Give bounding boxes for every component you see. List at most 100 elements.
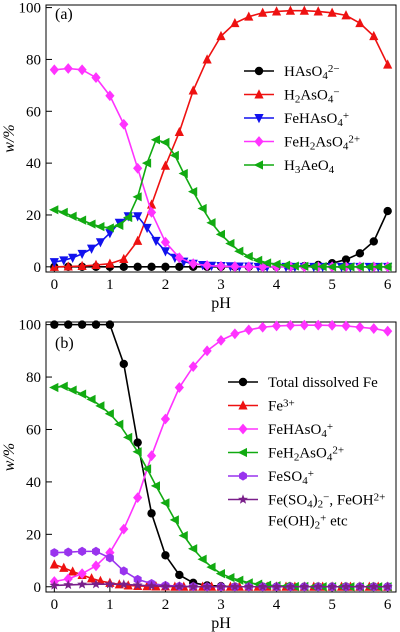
legend-item: H3AeO4 xyxy=(244,158,335,176)
legend-item: FeH2AsO42+ xyxy=(244,133,360,153)
data-point xyxy=(95,222,105,232)
data-point xyxy=(354,581,365,591)
data-point xyxy=(188,581,199,591)
data-point xyxy=(105,320,115,329)
legend-label: FeH2AsO42+ xyxy=(268,444,344,463)
data-point xyxy=(299,319,309,331)
data-point xyxy=(114,419,124,429)
data-point xyxy=(92,546,100,556)
data-point xyxy=(234,575,244,585)
data-point xyxy=(160,581,171,591)
data-point xyxy=(174,126,184,137)
data-point xyxy=(174,581,185,591)
y-tick-label: 60 xyxy=(26,422,41,438)
data-point xyxy=(225,572,235,583)
data-point xyxy=(91,320,101,329)
data-point xyxy=(50,320,59,329)
data-point xyxy=(253,255,263,265)
data-point xyxy=(91,259,101,269)
data-point xyxy=(151,236,161,247)
data-point xyxy=(77,320,87,329)
data-point xyxy=(133,162,143,174)
data-point xyxy=(161,551,170,560)
legend-label: FeHAsO4+ xyxy=(268,421,333,440)
legend-label: H3AeO4 xyxy=(284,158,335,176)
legend-item: Total dissolved Fe xyxy=(228,375,378,391)
data-point xyxy=(105,553,114,563)
data-point xyxy=(105,258,115,268)
data-point xyxy=(202,54,212,64)
data-point xyxy=(308,261,318,272)
legend-label: Fe3+ xyxy=(268,397,295,414)
x-tick-label: 5 xyxy=(328,597,336,613)
y-tick-label: 40 xyxy=(26,475,41,491)
data-point xyxy=(285,320,296,331)
data-point xyxy=(216,30,226,41)
data-point xyxy=(382,262,392,272)
data-point xyxy=(258,7,268,17)
data-point xyxy=(49,580,60,590)
data-point xyxy=(150,481,160,491)
data-point xyxy=(133,492,143,504)
legend-label: H2AsO4− xyxy=(284,86,340,105)
x-tick-label: 2 xyxy=(162,597,170,613)
data-point xyxy=(132,192,142,202)
legend-marker xyxy=(253,160,263,170)
data-point xyxy=(50,548,59,558)
data-point xyxy=(369,323,379,334)
data-point xyxy=(175,570,184,580)
y-tick-label: 20 xyxy=(26,527,41,543)
data-point xyxy=(188,258,198,270)
data-point xyxy=(146,580,157,591)
data-point xyxy=(59,562,69,572)
data-point xyxy=(49,258,59,268)
data-point xyxy=(229,581,240,591)
data-point xyxy=(206,218,216,228)
legend: HAsO42− H2AsO4− FeHAsO4+ FeH2AsO42+ H3AeO4 xyxy=(244,63,360,176)
data-point xyxy=(225,238,235,249)
data-point xyxy=(58,381,68,391)
x-tick-label: 0 xyxy=(51,277,59,293)
panel-label: (a) xyxy=(55,6,73,23)
data-point xyxy=(243,251,253,262)
x-tick-label: 3 xyxy=(217,277,225,293)
data-point xyxy=(197,203,207,214)
data-point xyxy=(114,220,124,230)
data-point xyxy=(234,246,244,256)
data-point xyxy=(271,259,281,269)
data-point xyxy=(299,261,309,271)
legend: Total dissolved Fe Fe3+ FeHAsO4+ FeH2AsO42+… xyxy=(228,375,385,532)
data-point xyxy=(86,573,97,583)
data-point xyxy=(202,260,212,271)
data-point xyxy=(216,260,226,272)
data-point xyxy=(77,249,87,260)
data-point xyxy=(215,229,225,240)
data-point xyxy=(132,579,143,590)
y-tick-label: 80 xyxy=(26,52,41,68)
data-point xyxy=(280,260,290,270)
legend-label-line2: Fe(OH)2+ etc xyxy=(268,512,348,531)
data-point xyxy=(147,262,156,272)
data-point xyxy=(178,531,188,541)
series-4 xyxy=(49,135,392,272)
data-point xyxy=(59,256,69,266)
legend-marker xyxy=(254,66,264,76)
data-point xyxy=(202,581,213,591)
legend-marker xyxy=(237,447,247,458)
data-point xyxy=(78,546,87,556)
x-axis-title: pH xyxy=(211,615,231,632)
data-point xyxy=(91,72,101,83)
x-tick-label: 5 xyxy=(328,277,336,293)
legend-label: Total dissolved Fe xyxy=(268,375,378,391)
data-point xyxy=(141,158,152,168)
data-point xyxy=(188,361,198,372)
data-point xyxy=(355,17,365,28)
data-point xyxy=(369,30,379,41)
data-point xyxy=(230,17,240,28)
data-point xyxy=(202,345,212,357)
data-point xyxy=(119,262,128,272)
data-point xyxy=(383,325,393,337)
x-tick-label: 1 xyxy=(106,277,114,293)
data-point xyxy=(63,579,74,590)
